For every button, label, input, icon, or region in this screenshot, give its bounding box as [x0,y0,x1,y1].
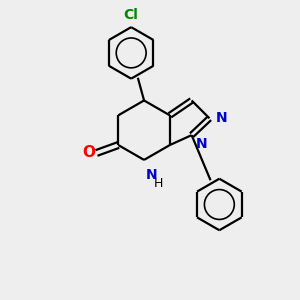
Text: O: O [82,146,95,160]
Text: N: N [146,168,158,182]
Text: N: N [196,137,207,151]
Text: Cl: Cl [124,8,139,22]
Text: H: H [154,177,163,190]
Text: N: N [215,111,227,125]
